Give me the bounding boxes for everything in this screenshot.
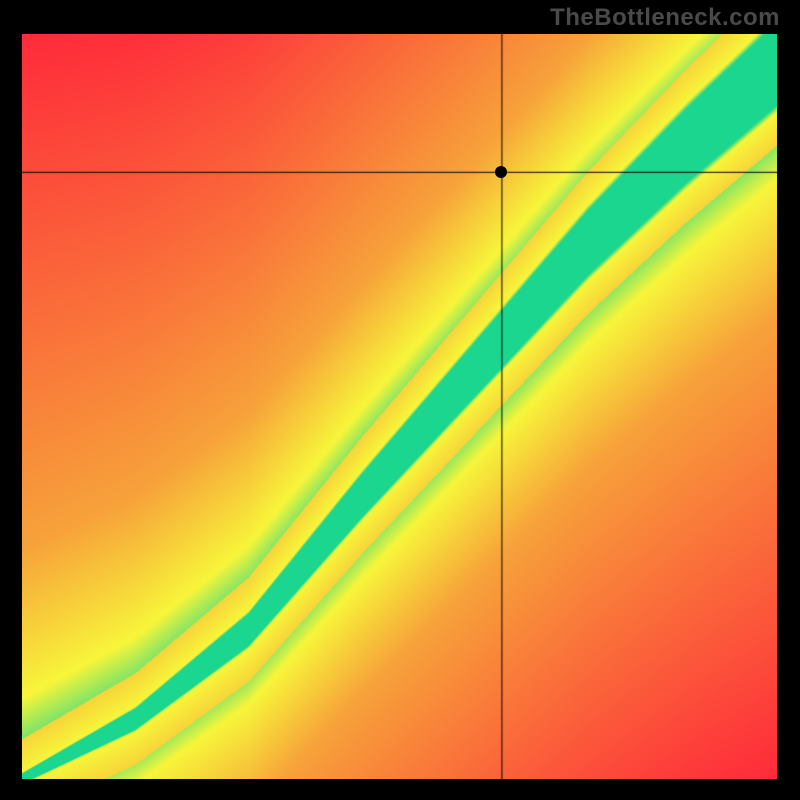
chart-container: TheBottleneck.com	[0, 0, 800, 800]
bottleneck-heatmap	[22, 34, 777, 779]
crosshair-marker	[495, 166, 507, 178]
watermark-text: TheBottleneck.com	[550, 4, 780, 32]
